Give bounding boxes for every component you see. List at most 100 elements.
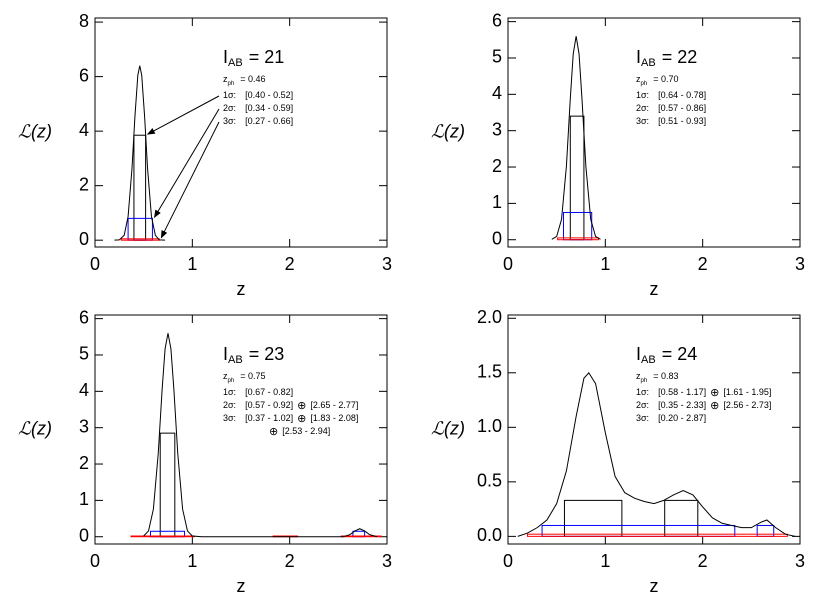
x-axis-label: z (650, 576, 659, 593)
zph-label: zph = 0.70 (636, 74, 678, 86)
x-tick-label: 2 (698, 551, 708, 571)
zph-value: = 0.75 (240, 371, 265, 381)
interval-range: [0.34 - 0.59] (245, 103, 293, 113)
y-tick-label: 5 (492, 47, 502, 67)
interval-box (526, 533, 788, 537)
interval-box (159, 432, 176, 538)
interval-range: [0.57 - 0.92] (245, 400, 293, 410)
interval-range: [2.56 - 2.73] (723, 400, 771, 410)
title-main: I (223, 344, 228, 364)
panel-title: IAB = 24 (636, 344, 697, 366)
x-axis-label: z (237, 576, 246, 593)
interval-range: [0.64 - 0.78] (658, 90, 706, 100)
x-tick-label: 1 (187, 551, 197, 571)
y-tick-label: 1 (492, 192, 502, 212)
title-main: I (636, 47, 641, 67)
y-tick-label: 0 (79, 229, 89, 249)
interval-name: 2σ: (636, 400, 649, 410)
y-axis-label: ℒ(z) (431, 121, 465, 141)
interval-line: 2σ: [0.35 - 2.33] ⊕ [2.56 - 2.73] (636, 400, 771, 412)
arrow (153, 108, 220, 219)
zph-sub: ph (228, 378, 235, 384)
interval-box (120, 238, 160, 241)
y-tick-label: 1 (79, 489, 89, 509)
x-tick-label: 0 (90, 551, 100, 571)
x-tick-label: 0 (503, 551, 513, 571)
panel-title: IAB = 23 (223, 344, 284, 366)
interval-box (569, 115, 585, 241)
likelihood-curve (143, 333, 378, 538)
interval-line: 3σ: [0.27 - 0.66] (223, 116, 293, 126)
y-tick-label: 2 (492, 156, 502, 176)
title-rest: = 22 (662, 47, 698, 67)
interval-name: 1σ: (636, 90, 649, 100)
zph-value: = 0.83 (653, 371, 678, 381)
interval-range: [0.40 - 0.52] (245, 90, 293, 100)
x-tick-label: 2 (285, 551, 295, 571)
interval-box (756, 524, 775, 537)
x-tick-label: 3 (382, 254, 392, 274)
interval-range: [0.57 - 0.86] (658, 103, 706, 113)
interval-name: 1σ: (223, 387, 236, 397)
zph-value: = 0.46 (240, 74, 265, 84)
zph-symbol: z (636, 74, 641, 84)
title-sub: AB (228, 57, 243, 69)
panel-title: IAB = 22 (636, 47, 697, 69)
x-tick-label: 0 (90, 254, 100, 274)
interval-name: 2σ: (223, 103, 236, 113)
x-tick-label: 1 (600, 254, 610, 274)
x-tick-label: 0 (503, 254, 513, 274)
interval-line: 3σ: [0.37 - 1.02] ⊕ [1.83 - 2.08] (223, 413, 358, 425)
likelihood-curve (114, 65, 166, 241)
interval-box (130, 535, 195, 538)
title-main: I (223, 47, 228, 67)
zph-label: zph = 0.83 (636, 371, 678, 383)
interval-name: 3σ: (223, 116, 236, 126)
interval-line: 1σ: [0.40 - 0.52] (223, 90, 293, 100)
interval-range: [0.35 - 2.33] (658, 400, 706, 410)
title-main: I (636, 344, 641, 364)
title-sub: AB (641, 354, 656, 366)
title-rest: = 24 (662, 344, 698, 364)
interval-name: 2σ: (223, 400, 236, 410)
panel-title: IAB = 21 (223, 47, 284, 69)
interval-box (541, 524, 736, 537)
x-tick-label: 2 (285, 254, 295, 274)
interval-box (557, 237, 600, 241)
y-tick-label: 6 (79, 65, 89, 85)
interval-range: [0.37 - 1.02] (245, 413, 293, 423)
joiner: ⊕ (710, 400, 719, 412)
arrow (146, 95, 220, 135)
y-tick-label: 8 (79, 11, 89, 31)
interval-line: 1σ: [0.64 - 0.78] (636, 90, 706, 100)
interval-line: ⊕ [2.53 - 2.94] (269, 426, 330, 438)
zph-sub: ph (641, 81, 648, 87)
x-tick-label: 3 (795, 254, 805, 274)
interval-name: 3σ: (636, 413, 649, 423)
title-sub: AB (641, 57, 656, 69)
interval-name: 3σ: (223, 413, 236, 423)
zph-symbol: z (223, 74, 228, 84)
zph-label: zph = 0.75 (223, 371, 265, 383)
y-tick-label: 0 (492, 228, 502, 248)
y-tick-label: 2.0 (477, 307, 502, 327)
interval-name: 2σ: (636, 103, 649, 113)
interval-line: 2σ: [0.57 - 0.86] (636, 103, 706, 113)
title-rest: = 23 (249, 344, 285, 364)
y-tick-label: 2 (79, 174, 89, 194)
y-tick-label: 4 (79, 120, 89, 140)
joiner: ⊕ (297, 400, 306, 412)
x-tick-label: 1 (600, 551, 610, 571)
interval-line: 2σ: [0.57 - 0.92] ⊕ [2.65 - 2.77] (223, 400, 358, 412)
zph-symbol: z (636, 371, 641, 381)
x-tick-label: 2 (698, 254, 708, 274)
interval-range: [0.67 - 0.82] (245, 387, 293, 397)
y-axis-label: ℒ(z) (18, 418, 52, 438)
likelihood-curve (551, 36, 601, 240)
interval-range: [0.51 - 0.93] (658, 116, 706, 126)
y-tick-label: 1.5 (477, 362, 502, 382)
title-rest: = 21 (249, 47, 285, 67)
zph-value: = 0.70 (653, 74, 678, 84)
y-tick-label: 6 (492, 10, 502, 30)
plot-frame (94, 314, 388, 545)
